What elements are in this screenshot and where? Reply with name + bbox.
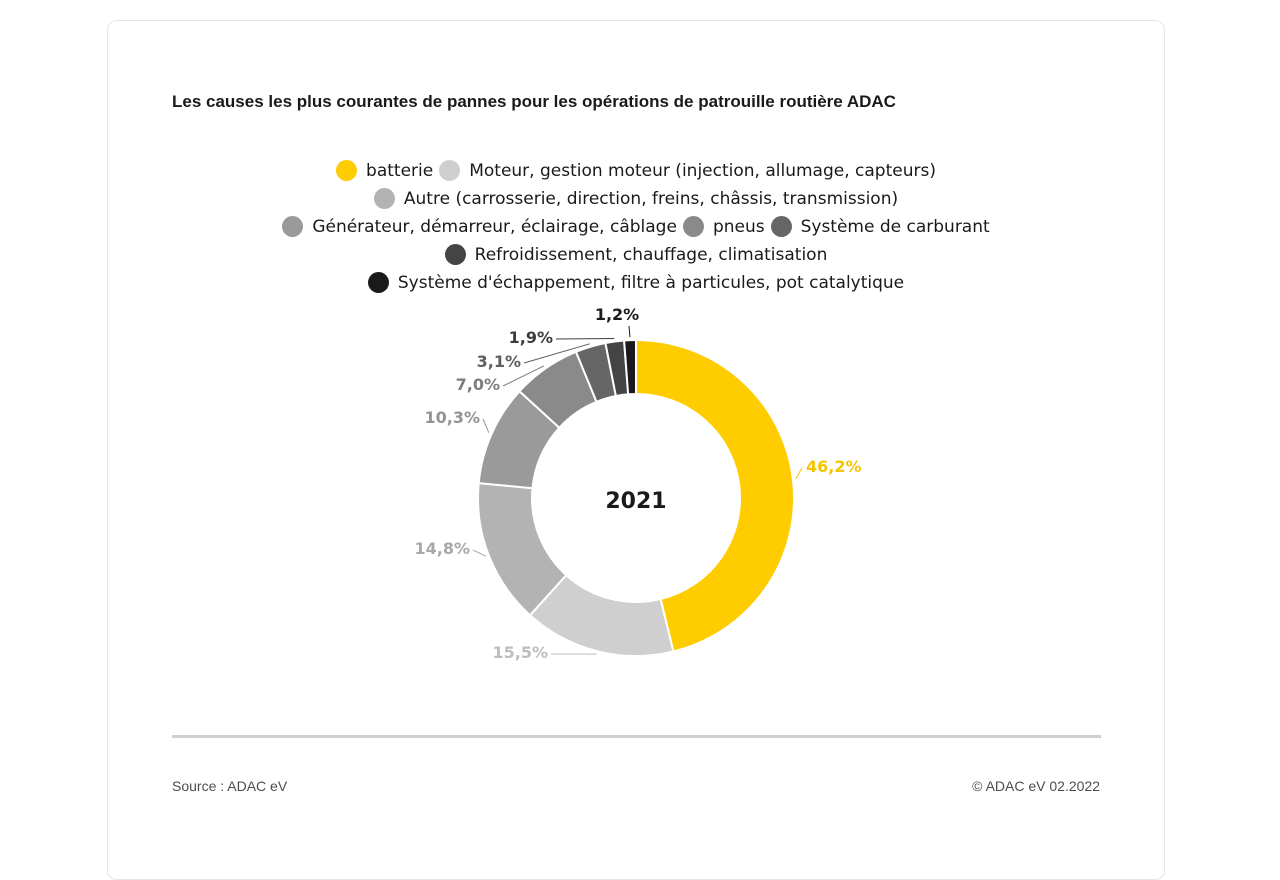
center-label: 2021	[605, 489, 666, 514]
leader-line	[629, 326, 630, 337]
leader-line	[473, 550, 486, 556]
leader-line	[796, 468, 802, 479]
data-label: 46,2%	[806, 457, 862, 476]
data-label: 7,0%	[456, 375, 500, 394]
data-label: 3,1%	[477, 352, 521, 371]
source-note: Source : ADAC eV	[172, 778, 287, 794]
leader-line	[483, 419, 489, 433]
leader-line	[556, 338, 614, 339]
footer-divider	[172, 735, 1101, 738]
copyright-note: © ADAC eV 02.2022	[972, 778, 1100, 794]
donut-chart: 46,2% 15,5% 14,8% 10,3% 7,0% 3,1% 1,9% 1,2% 2021	[0, 0, 1280, 853]
data-label: 1,9%	[509, 328, 553, 347]
data-label: 10,3%	[424, 408, 480, 427]
data-label: 15,5%	[492, 643, 548, 662]
data-label: 14,8%	[414, 539, 470, 558]
data-label: 1,2%	[595, 305, 639, 324]
